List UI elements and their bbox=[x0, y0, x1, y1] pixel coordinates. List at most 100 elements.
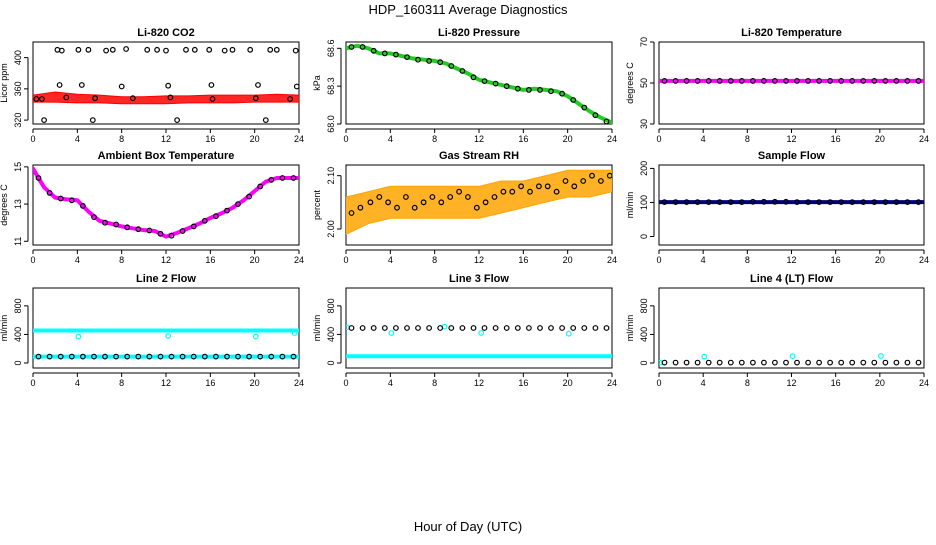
data-point bbox=[420, 199, 427, 206]
data-point bbox=[257, 353, 264, 360]
data-point bbox=[570, 97, 577, 103]
data-point bbox=[571, 183, 578, 190]
data-layer bbox=[659, 77, 924, 84]
data-point bbox=[257, 183, 264, 190]
x-tick-label: 4 bbox=[388, 255, 393, 265]
data-point bbox=[109, 46, 116, 53]
y-axis-label: kPa bbox=[312, 75, 322, 91]
data-point bbox=[849, 77, 856, 84]
data-point bbox=[816, 359, 822, 366]
data-point bbox=[565, 330, 572, 337]
x-tick-label: 0 bbox=[30, 255, 35, 265]
x-tick-label: 16 bbox=[831, 134, 841, 144]
data-point bbox=[473, 204, 480, 211]
data-point bbox=[459, 68, 466, 74]
x-tick-label: 16 bbox=[831, 255, 841, 265]
data-point bbox=[459, 325, 466, 331]
panel-title: Li-820 Temperature bbox=[741, 27, 842, 39]
data-layer bbox=[33, 166, 299, 239]
data-point bbox=[580, 178, 587, 184]
panel-title: Sample Flow bbox=[758, 150, 826, 162]
data-point bbox=[33, 96, 40, 102]
data-point bbox=[783, 77, 789, 84]
data-point bbox=[54, 46, 61, 53]
data-point bbox=[838, 199, 845, 206]
data-point bbox=[56, 82, 63, 88]
data-point bbox=[893, 77, 900, 84]
plot-frame bbox=[345, 287, 613, 369]
data-point bbox=[415, 325, 421, 331]
x-tick-label: 8 bbox=[119, 255, 124, 265]
data-point bbox=[492, 80, 499, 87]
y-tick-label: 400 bbox=[13, 50, 23, 65]
data-point bbox=[102, 353, 108, 360]
data-layer bbox=[346, 43, 612, 124]
x-tick-label: 24 bbox=[294, 255, 304, 265]
x-tick-label: 12 bbox=[786, 134, 796, 144]
data-point bbox=[570, 325, 577, 331]
data-point bbox=[292, 47, 299, 54]
data-point bbox=[287, 96, 294, 102]
x-tick-label: 24 bbox=[294, 378, 304, 388]
data-point bbox=[514, 325, 521, 331]
data-point bbox=[592, 112, 599, 119]
y-tick-label: 68.3 bbox=[326, 77, 336, 95]
data-point bbox=[235, 201, 241, 208]
data-point bbox=[548, 88, 554, 95]
data-point bbox=[394, 204, 400, 211]
x-tick-label: 20 bbox=[875, 378, 885, 388]
data-point bbox=[190, 223, 197, 230]
panel-title: Line 2 Flow bbox=[136, 273, 196, 285]
data-point bbox=[750, 198, 756, 205]
data-point bbox=[123, 46, 129, 52]
y-axis-label: ml/min bbox=[625, 192, 635, 219]
data-point bbox=[404, 325, 410, 331]
data-point bbox=[794, 199, 800, 206]
x-tick-label: 16 bbox=[205, 134, 215, 144]
x-tick-label: 24 bbox=[919, 255, 929, 265]
data-point bbox=[661, 77, 668, 84]
data-point bbox=[562, 178, 569, 184]
x-tick-label: 12 bbox=[161, 255, 171, 265]
data-point bbox=[212, 353, 219, 360]
data-point bbox=[68, 197, 75, 204]
y-tick-label: 0 bbox=[639, 234, 649, 239]
data-layer bbox=[659, 198, 924, 206]
plot-frame bbox=[658, 41, 925, 125]
data-point bbox=[526, 86, 532, 93]
data-point bbox=[805, 77, 811, 84]
panel-title: Line 4 (LT) Flow bbox=[750, 273, 833, 285]
data-point bbox=[135, 226, 142, 233]
data-point bbox=[201, 353, 208, 360]
data-point bbox=[437, 59, 444, 66]
data-point bbox=[727, 359, 734, 366]
data-point bbox=[224, 353, 230, 360]
data-point bbox=[75, 46, 82, 53]
data-line bbox=[346, 43, 612, 124]
data-point bbox=[212, 213, 219, 220]
x-tick-label: 16 bbox=[518, 378, 528, 388]
data-point bbox=[163, 47, 169, 54]
data-point bbox=[157, 230, 164, 237]
data-point bbox=[58, 47, 65, 54]
data-point bbox=[772, 77, 778, 84]
data-point bbox=[229, 46, 236, 53]
x-tick-label: 20 bbox=[250, 378, 260, 388]
data-point bbox=[85, 46, 92, 53]
x-tick-label: 0 bbox=[656, 255, 661, 265]
data-point bbox=[915, 199, 922, 206]
chart-panel: Li-820 CO2 0 4 8 12 16 20 24 320 360 400 Licor ppm bbox=[0, 27, 304, 144]
data-point bbox=[290, 175, 297, 181]
data-point bbox=[716, 359, 723, 366]
data-point bbox=[672, 359, 679, 366]
data-point bbox=[816, 77, 822, 84]
data-layer bbox=[346, 169, 612, 235]
chart-panel: Line 2 Flow 0 4 8 12 16 20 24 0 400 800 ml/min bbox=[0, 273, 304, 388]
chart-panel: Li-820 Pressure 0 4 8 12 16 20 24 68.0 68.3 68.6 kP… bbox=[312, 27, 617, 144]
data-point bbox=[827, 359, 833, 366]
data-point bbox=[716, 199, 723, 206]
data-point bbox=[388, 330, 395, 336]
data-point bbox=[255, 82, 261, 88]
data-point bbox=[915, 77, 922, 84]
